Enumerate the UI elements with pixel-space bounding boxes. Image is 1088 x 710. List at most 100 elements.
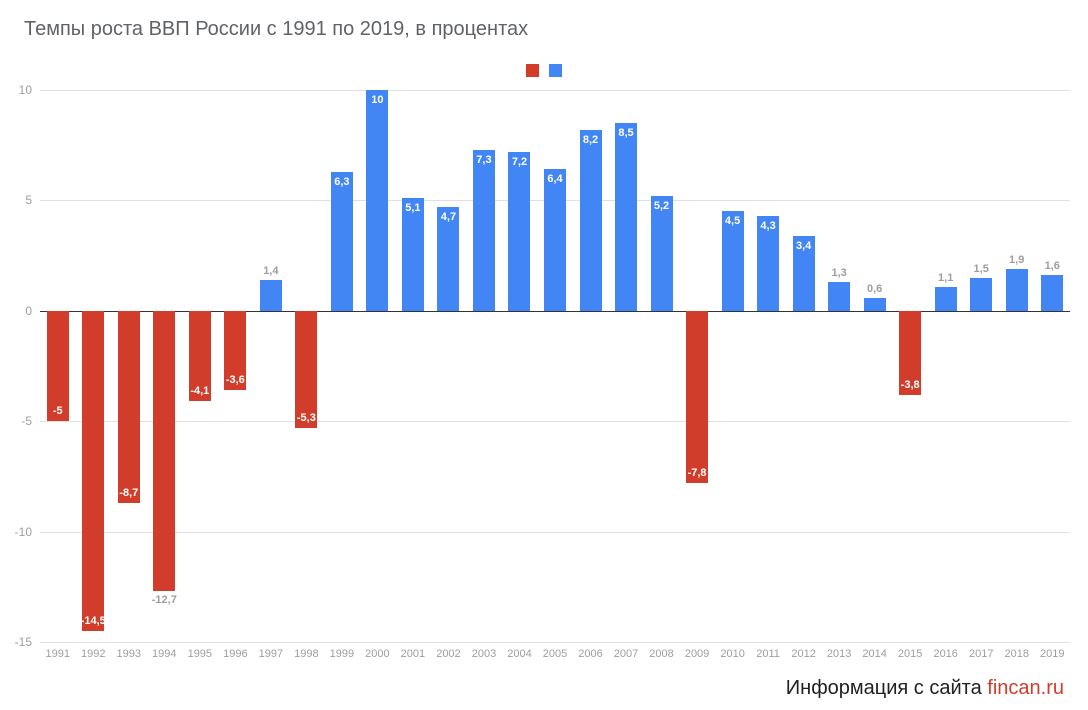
bar: 8,2 bbox=[580, 130, 602, 311]
bar-value-label: 1,1 bbox=[926, 272, 966, 284]
source-prefix: Информация с сайта bbox=[786, 677, 987, 699]
x-axis-tick-label: 1995 bbox=[188, 648, 212, 660]
bar-value-label: 1,4 bbox=[251, 265, 291, 277]
x-axis-tick-label: 2019 bbox=[1040, 648, 1064, 660]
bar: -3,8 bbox=[899, 311, 921, 395]
y-axis-tick-label: -5 bbox=[21, 414, 32, 428]
bar-value-label: -12,7 bbox=[144, 594, 184, 606]
bar-value-label: -3,6 bbox=[215, 374, 255, 386]
bar: 1,3 bbox=[828, 282, 850, 311]
bar-value-label: 8,2 bbox=[571, 134, 611, 146]
bar: -8,7 bbox=[118, 311, 140, 503]
legend-negative-swatch bbox=[526, 64, 539, 77]
bar-value-label: -8,7 bbox=[109, 487, 149, 499]
bar-value-label: -14,5 bbox=[73, 615, 113, 627]
bar-value-label: -3,8 bbox=[890, 379, 930, 391]
x-axis-tick-label: 1996 bbox=[223, 648, 247, 660]
source-domain: fincan.ru bbox=[987, 677, 1064, 699]
bar-value-label: 5,1 bbox=[393, 202, 433, 214]
x-axis-tick-label: 1997 bbox=[259, 648, 283, 660]
x-axis-tick-label: 2009 bbox=[685, 648, 709, 660]
x-axis-tick-label: 2002 bbox=[436, 648, 460, 660]
bar: 1,1 bbox=[935, 287, 957, 311]
bar-value-label: -5,3 bbox=[286, 412, 326, 424]
x-axis-tick-label: 2005 bbox=[543, 648, 567, 660]
bar: -12,7 bbox=[153, 311, 175, 591]
x-axis-tick-label: 2018 bbox=[1004, 648, 1028, 660]
bar: 8,5 bbox=[615, 123, 637, 311]
bar-value-label: 7,3 bbox=[464, 154, 504, 166]
source-attribution: Информация с сайта fincan.ru bbox=[786, 677, 1064, 700]
y-axis-tick-label: 0 bbox=[25, 304, 32, 318]
bar: 1,5 bbox=[970, 278, 992, 311]
legend-positive-swatch bbox=[549, 64, 562, 77]
x-axis-tick-label: 2013 bbox=[827, 648, 851, 660]
x-axis-tick-label: 2012 bbox=[791, 648, 815, 660]
bar: 4,5 bbox=[722, 211, 744, 310]
bar-value-label: 5,2 bbox=[642, 200, 682, 212]
bar-value-label: 4,7 bbox=[428, 211, 468, 223]
chart-container: Темпы роста ВВП России с 1991 по 2019, в… bbox=[0, 0, 1088, 710]
x-axis-tick-label: 1992 bbox=[81, 648, 105, 660]
bar-value-label: -7,8 bbox=[677, 467, 717, 479]
x-axis-tick-label: 1994 bbox=[152, 648, 176, 660]
x-axis-tick-label: 2017 bbox=[969, 648, 993, 660]
bar: 4,3 bbox=[757, 216, 779, 311]
bar-value-label: 6,3 bbox=[322, 176, 362, 188]
x-axis-tick-label: 2008 bbox=[649, 648, 673, 660]
x-axis-tick-label: 2004 bbox=[507, 648, 531, 660]
bar-value-label: 6,4 bbox=[535, 173, 575, 185]
x-axis-tick-label: 2006 bbox=[578, 648, 602, 660]
bar: 6,4 bbox=[544, 169, 566, 310]
chart-legend bbox=[0, 62, 1088, 80]
bar: -5 bbox=[47, 311, 69, 421]
gridline bbox=[40, 642, 1070, 643]
bar-value-label: 4,3 bbox=[748, 220, 788, 232]
bar: 0,6 bbox=[864, 298, 886, 311]
bar-value-label: 8,5 bbox=[606, 127, 646, 139]
bar-value-label: 1,5 bbox=[961, 263, 1001, 275]
gridline bbox=[40, 532, 1070, 533]
bar: 7,3 bbox=[473, 150, 495, 311]
bar-value-label: -4,1 bbox=[180, 385, 220, 397]
x-axis-tick-label: 2007 bbox=[614, 648, 638, 660]
bar-value-label: 1,9 bbox=[997, 254, 1037, 266]
bar-value-label: 10 bbox=[357, 94, 397, 106]
bar: 1,9 bbox=[1006, 269, 1028, 311]
x-axis-tick-label: 1993 bbox=[117, 648, 141, 660]
y-axis-tick-label: 10 bbox=[19, 83, 32, 97]
bar-value-label: 0,6 bbox=[855, 283, 895, 295]
bar: 1,4 bbox=[260, 280, 282, 311]
bar: 1,6 bbox=[1041, 275, 1063, 310]
x-axis-tick-label: 2010 bbox=[720, 648, 744, 660]
bar: -3,6 bbox=[224, 311, 246, 390]
x-axis-tick-label: 1999 bbox=[330, 648, 354, 660]
y-axis-tick-label: 5 bbox=[25, 193, 32, 207]
x-axis-tick-label: 2000 bbox=[365, 648, 389, 660]
x-axis-tick-label: 1998 bbox=[294, 648, 318, 660]
x-axis-tick-label: 2003 bbox=[472, 648, 496, 660]
bar-value-label: 7,2 bbox=[499, 156, 539, 168]
bar: 5,1 bbox=[402, 198, 424, 311]
bar: 10 bbox=[366, 90, 388, 311]
bar: -14,5 bbox=[82, 311, 104, 631]
chart-title: Темпы роста ВВП России с 1991 по 2019, в… bbox=[24, 18, 528, 41]
bar: 3,4 bbox=[793, 236, 815, 311]
x-axis-tick-label: 2001 bbox=[401, 648, 425, 660]
x-axis-tick-label: 2011 bbox=[756, 648, 780, 660]
x-axis-tick-label: 1991 bbox=[46, 648, 70, 660]
bar: -7,8 bbox=[686, 311, 708, 483]
bar-value-label: 3,4 bbox=[784, 240, 824, 252]
bar: 5,2 bbox=[651, 196, 673, 311]
bar: 4,7 bbox=[437, 207, 459, 311]
x-axis-tick-label: 2015 bbox=[898, 648, 922, 660]
chart-plot-area: -15-10-50510-51991-14,51992-8,71993-12,7… bbox=[40, 90, 1070, 642]
bar-value-label: 1,3 bbox=[819, 267, 859, 279]
y-axis-tick-label: -10 bbox=[15, 525, 32, 539]
bar: 6,3 bbox=[331, 172, 353, 311]
gridline bbox=[40, 90, 1070, 91]
bar-value-label: -5 bbox=[38, 405, 78, 417]
x-axis-tick-label: 2016 bbox=[933, 648, 957, 660]
gridline bbox=[40, 421, 1070, 422]
x-axis-tick-label: 2014 bbox=[862, 648, 886, 660]
